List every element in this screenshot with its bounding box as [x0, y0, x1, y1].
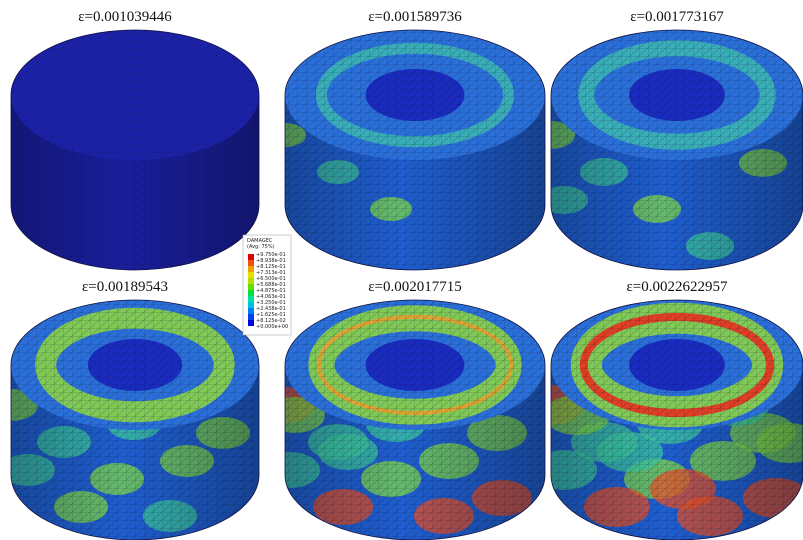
legend-swatch: [248, 290, 254, 296]
panel-label: ε=0.00189543: [82, 279, 168, 295]
cylinder: [11, 30, 259, 270]
legend-swatch: [248, 302, 254, 308]
cylinder: [264, 30, 545, 270]
cylinder-fill: [0, 300, 259, 540]
mesh: [11, 300, 259, 540]
mesh: [551, 30, 803, 270]
panel-label: ε=0.002017715: [368, 279, 462, 295]
legend-swatch: [248, 320, 254, 326]
figure: ε=0.001039446 ε=0.001589736 ε=0.001773167 ε…: [0, 0, 803, 540]
panel-label: ε=0.001039446: [78, 9, 172, 25]
cylinder: [527, 30, 803, 270]
legend-swatch: [248, 272, 254, 278]
legend-swatch: [248, 314, 254, 320]
legend-swatch: [248, 296, 254, 302]
legend-swatch: [248, 308, 254, 314]
legend-subtitle: (Avg: 75%): [247, 244, 275, 250]
panel-label: ε=0.0022622957: [626, 279, 728, 295]
mesh: [285, 300, 545, 540]
panel-label: ε=0.001589736: [368, 9, 462, 25]
mesh: [285, 30, 545, 270]
cylinder: [0, 300, 259, 540]
cylinder-fill: [11, 30, 259, 270]
cylinder: [255, 300, 545, 540]
legend-swatch: [248, 284, 254, 290]
legend-swatch: [248, 254, 254, 260]
cylinder: [518, 300, 803, 540]
legend-swatch: [248, 266, 254, 272]
mesh: [551, 300, 803, 540]
legend-label: +0.000e+00: [256, 324, 288, 330]
panel-label: ε=0.001773167: [630, 9, 724, 25]
mesh: [11, 30, 259, 270]
legend-swatch: [248, 260, 254, 266]
legend-swatch: [248, 278, 254, 284]
cylinder-fill: [527, 30, 803, 270]
legend: DAMAGEC(Avg: 75%)+9.750e-01+8.938e-01+8.…: [243, 235, 291, 335]
cylinder-fill: [264, 30, 545, 270]
cylinder-fill: [518, 300, 803, 540]
